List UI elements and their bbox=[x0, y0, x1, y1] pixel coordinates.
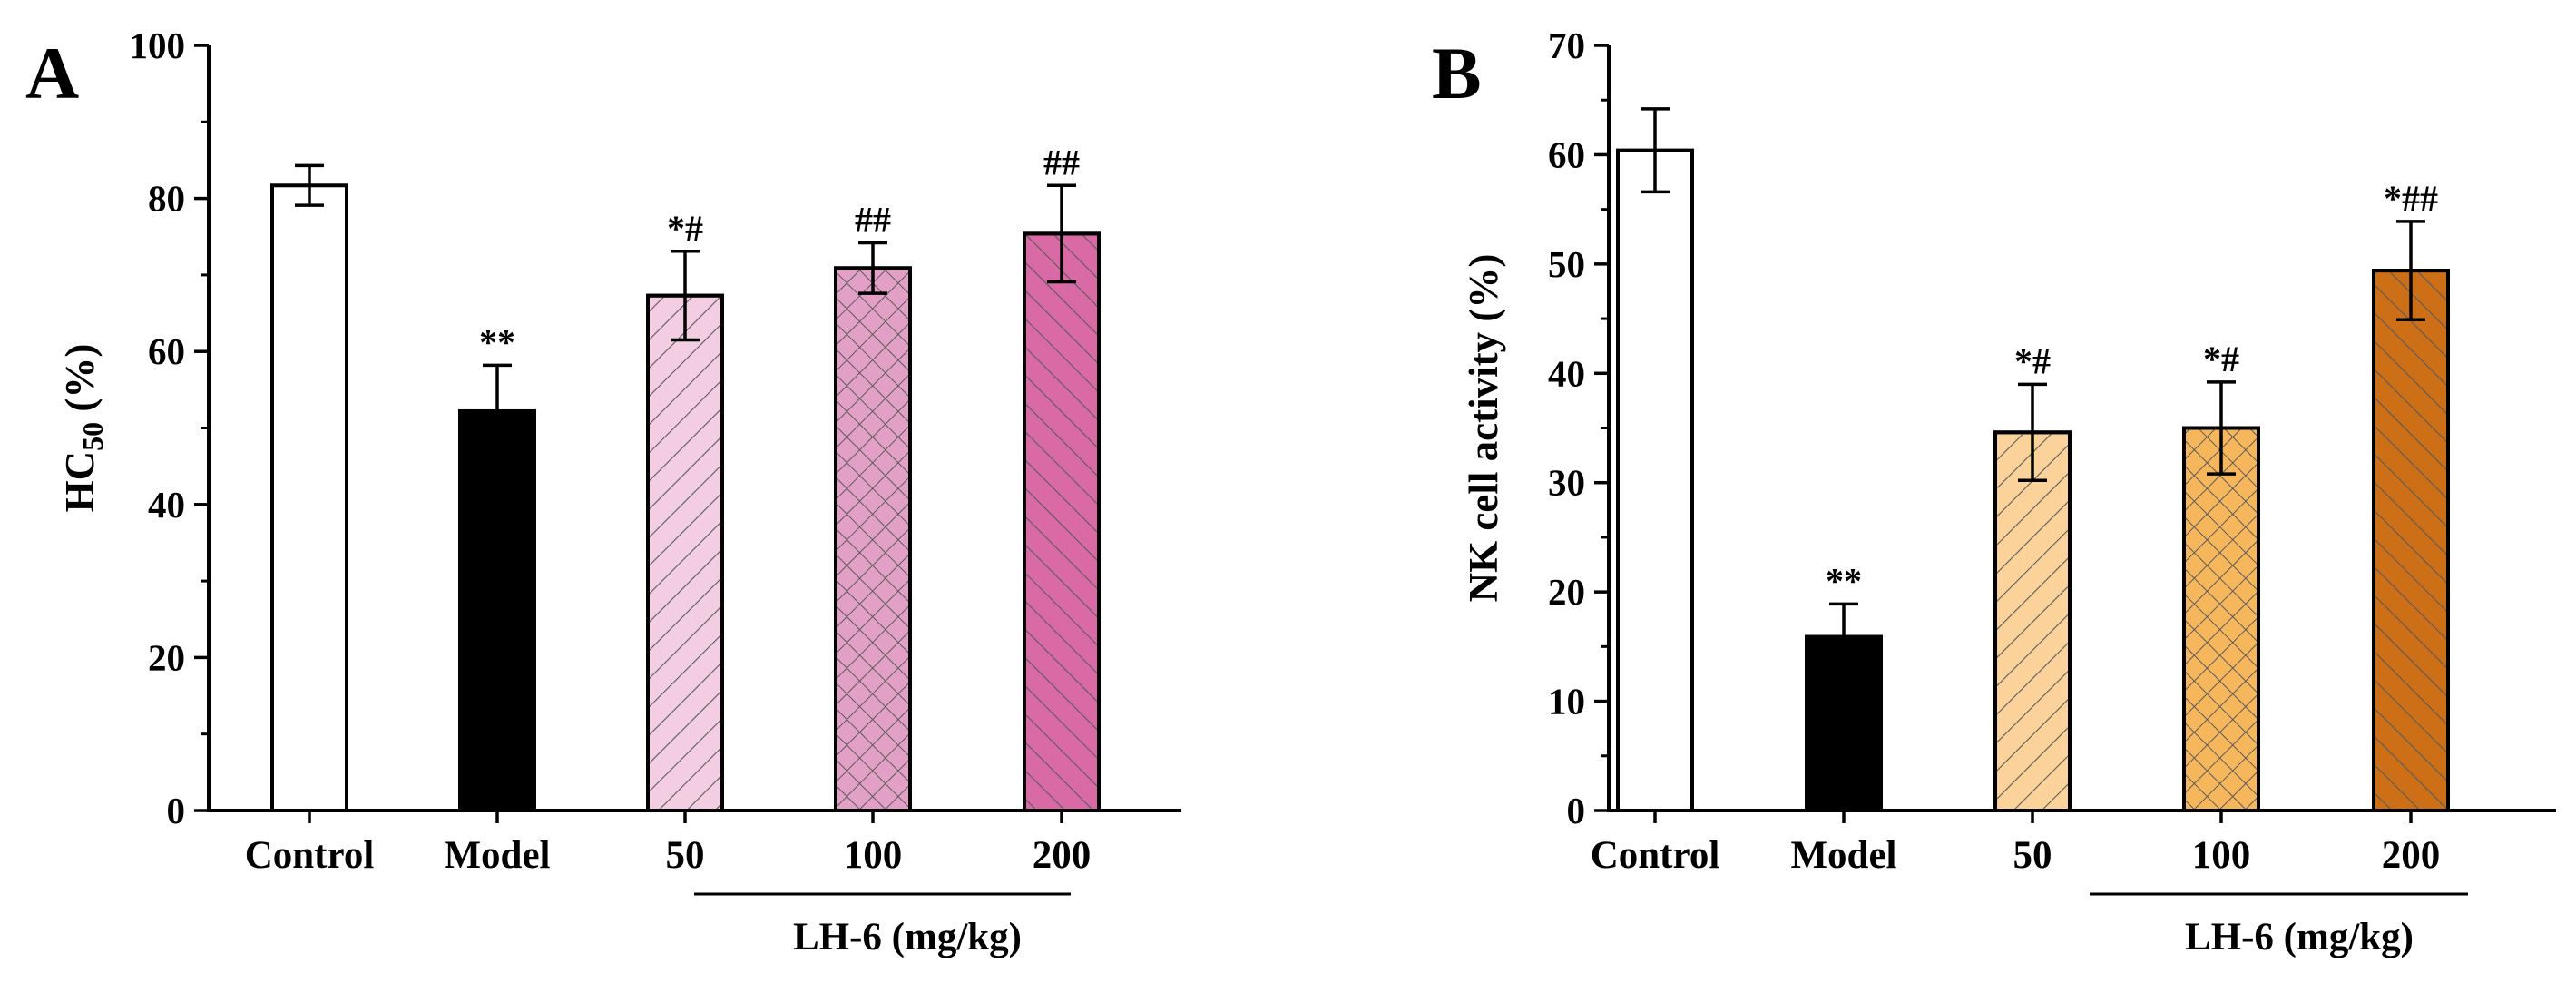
group-label: LH-6 (mg/kg) bbox=[793, 916, 1022, 958]
x-tick-label: 200 bbox=[2382, 834, 2441, 877]
significance-label: ## bbox=[1043, 142, 1080, 182]
y-tick-label: 0 bbox=[1567, 790, 1586, 831]
significance-label: ** bbox=[479, 321, 515, 362]
bar bbox=[458, 408, 536, 812]
x-tick-label: Control bbox=[1591, 834, 1720, 877]
y-tick-label: 70 bbox=[1548, 25, 1585, 66]
x-tick-label: Model bbox=[1790, 834, 1896, 877]
y-tick-label: 30 bbox=[1548, 462, 1585, 504]
y-axis-label: HC50 (%) bbox=[57, 344, 109, 513]
x-tick-label: 50 bbox=[666, 834, 705, 877]
bar-hatch bbox=[1993, 430, 2072, 812]
y-tick-label: 0 bbox=[167, 790, 186, 831]
y-tick-label: 100 bbox=[130, 25, 186, 66]
panel-label: B bbox=[1432, 32, 1482, 114]
significance-label: *# bbox=[2203, 339, 2239, 379]
y-axis-label: NK cell activity (%) bbox=[1461, 254, 1506, 603]
significance-label: *# bbox=[2014, 340, 2051, 381]
bar-hatch bbox=[1023, 231, 1101, 812]
y-tick-label: 60 bbox=[1548, 133, 1585, 175]
bar-hatch bbox=[2182, 426, 2260, 812]
group-label: LH-6 (mg/kg) bbox=[2185, 916, 2414, 958]
y-tick-label: 80 bbox=[148, 178, 185, 220]
panel-label: A bbox=[25, 32, 79, 114]
y-tick-label: 20 bbox=[1548, 571, 1585, 613]
bar-hatch bbox=[834, 266, 912, 812]
chart-panel-a: A Control ** Model *# 50 ## 100 ## 200 0 20 40 60 80 10… bbox=[25, 25, 1181, 958]
y-tick-label: 20 bbox=[148, 636, 185, 678]
bar bbox=[1616, 148, 1694, 812]
x-tick-label: Model bbox=[444, 834, 550, 877]
x-tick-label: 200 bbox=[1033, 834, 1092, 877]
y-tick-label: 60 bbox=[148, 330, 185, 372]
y-axis-label-main: NK cell activity (%) bbox=[1461, 254, 1506, 603]
x-tick-label: Control bbox=[245, 834, 375, 877]
y-axis-label-subscript: 50 bbox=[76, 422, 109, 451]
significance-label: ** bbox=[1826, 560, 1862, 601]
y-tick-label: 50 bbox=[1548, 243, 1585, 285]
x-tick-label: 50 bbox=[2013, 834, 2052, 877]
x-tick-label: 100 bbox=[2192, 834, 2251, 877]
significance-label: ## bbox=[855, 199, 891, 240]
x-tick-label: 100 bbox=[844, 834, 903, 877]
bar bbox=[270, 183, 348, 813]
y-axis-label-suffix: (%) bbox=[57, 344, 103, 422]
y-tick-label: 40 bbox=[1548, 352, 1585, 394]
bar-hatch bbox=[2372, 269, 2450, 812]
bar-hatch bbox=[646, 293, 724, 812]
chart-panel-b: B Control ** Model *# 50 *# 100 *## 200 0 10 20 30 40 5… bbox=[1432, 25, 2556, 958]
y-axis-label-main: HC bbox=[57, 451, 103, 513]
y-tick-label: 10 bbox=[1548, 681, 1585, 723]
significance-label: *# bbox=[667, 208, 703, 249]
y-tick-label: 40 bbox=[148, 484, 185, 526]
significance-label: *## bbox=[2384, 178, 2438, 219]
